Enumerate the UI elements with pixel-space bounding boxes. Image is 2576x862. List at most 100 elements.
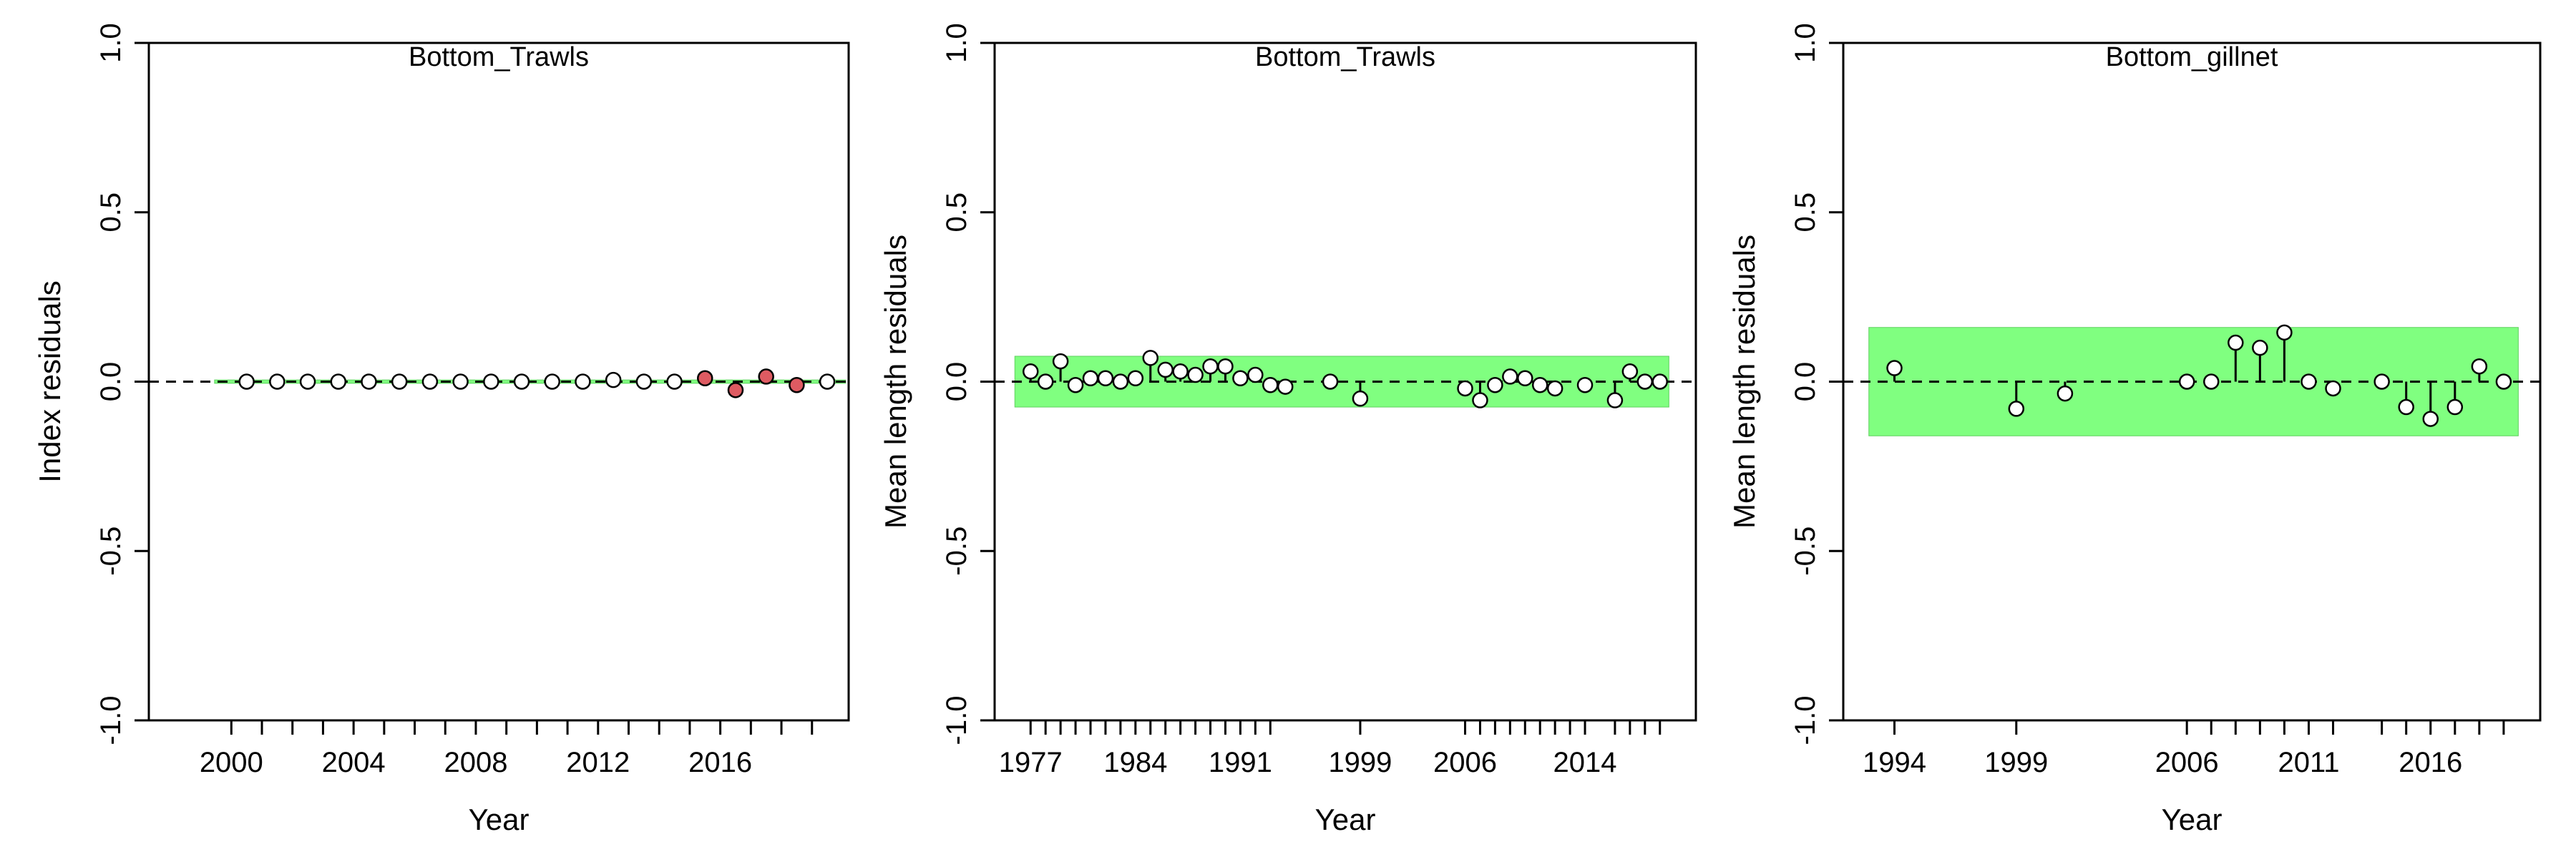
residual-point <box>1606 392 1624 408</box>
residual-point <box>513 373 530 390</box>
residual-point <box>361 373 377 390</box>
panel-title: Bottom_gillnet <box>2106 42 2278 72</box>
x-tick-label: 1977 <box>999 747 1063 778</box>
residual-point <box>330 373 347 390</box>
y-tick-label: 1.0 <box>1790 23 1821 63</box>
residual-point <box>666 373 683 390</box>
x-tick-label: 1994 <box>1863 747 1926 778</box>
residual-point <box>1621 363 1639 380</box>
x-axis-label: Year <box>469 803 530 836</box>
residual-point <box>1472 392 1488 408</box>
panel-title: Bottom_Trawls <box>409 42 589 72</box>
residual-point <box>1322 373 1339 390</box>
residual-point-outlier <box>697 370 713 387</box>
residual-point <box>1217 358 1234 375</box>
x-tick-label: 1984 <box>1103 747 1167 778</box>
residual-point <box>1886 360 1903 376</box>
y-tick-label: 0.0 <box>95 362 127 402</box>
residual-point <box>1097 370 1114 387</box>
residual-point <box>1037 373 1054 390</box>
residual-point <box>1531 376 1548 393</box>
residual-point <box>575 373 591 390</box>
y-tick-label: 0.5 <box>941 192 972 232</box>
y-tick-label: 0.0 <box>941 362 972 402</box>
residual-point <box>2252 339 2268 356</box>
residual-point <box>2446 398 2464 416</box>
residual-panel-1: -1.0 -0.5 0.0 0.5 1.0 2000 2004 2008 2012 2016 Bot… <box>33 23 850 836</box>
residual-point-outlier <box>758 368 774 385</box>
residual-point <box>483 373 499 390</box>
residual-point <box>391 373 408 390</box>
residual-point <box>1232 370 1249 387</box>
residual-point <box>1262 376 1279 393</box>
residual-point <box>1202 358 1219 375</box>
residual-point <box>1457 380 1473 397</box>
y-tick-label: 0.0 <box>1790 362 1821 402</box>
panel-title: Bottom_Trawls <box>1255 42 1435 72</box>
residual-panel-3: -1.0 -0.5 0.0 0.5 1.0 1994 1999 2006 2011 2016 Bot… <box>1727 23 2542 836</box>
residual-point <box>2471 358 2488 375</box>
y-tick-label: -1.0 <box>95 696 127 745</box>
residual-point <box>2325 380 2341 397</box>
residual-point <box>1487 376 1503 393</box>
y-tick-label: 1.0 <box>95 23 127 63</box>
residual-point <box>1277 378 1294 395</box>
y-tick-label: 1.0 <box>941 23 972 63</box>
residual-point <box>1636 373 1654 390</box>
residual-point <box>1067 376 1084 393</box>
residual-point <box>1517 370 1533 387</box>
y-tick-label: -1.0 <box>941 696 972 745</box>
residual-point <box>1652 373 1668 390</box>
y-axis-label: Index residuals <box>33 280 67 483</box>
residual-point <box>635 373 653 390</box>
residual-point <box>1546 380 1563 397</box>
residual-panel-2: -1.0 -0.5 0.0 0.5 1.0 1977 1984 1991 1999 2006 201… <box>879 23 1697 836</box>
x-tick-label: 2014 <box>1553 747 1617 778</box>
x-tick-label: 2012 <box>566 747 630 778</box>
y-tick-label: 0.5 <box>95 192 127 232</box>
residual-point <box>1502 368 1518 385</box>
x-axis-label: Year <box>2162 803 2223 836</box>
residual-point <box>269 373 286 390</box>
residual-point <box>819 373 836 390</box>
y-tick-label: -0.5 <box>95 526 127 576</box>
residual-point <box>2008 401 2025 417</box>
residual-point-outlier <box>727 382 744 398</box>
residual-point <box>2202 373 2220 390</box>
residual-point <box>1052 353 1069 370</box>
x-tick-label: 1999 <box>1984 747 2048 778</box>
residual-point <box>1112 373 1129 390</box>
residual-point <box>1142 350 1159 366</box>
residual-point <box>2373 373 2390 390</box>
residual-point <box>1023 363 1039 380</box>
residual-point <box>1247 366 1264 383</box>
residual-point <box>2228 334 2244 351</box>
y-axis-label: Mean length residuals <box>879 235 912 529</box>
residual-point <box>2422 411 2439 427</box>
residual-point <box>2301 373 2317 390</box>
residual-point <box>544 373 560 390</box>
x-tick-label: 2006 <box>1433 747 1497 778</box>
residual-point <box>2495 373 2512 390</box>
residual-point <box>2178 373 2195 390</box>
x-tick-label: 2016 <box>688 747 752 778</box>
y-tick-label: -0.5 <box>941 526 972 576</box>
residual-point <box>1352 390 1369 407</box>
x-tick-label: 2008 <box>444 747 507 778</box>
x-tick-label: 1991 <box>1209 747 1272 778</box>
x-tick-label: 2000 <box>200 747 263 778</box>
y-tick-label: -1.0 <box>1790 696 1821 745</box>
residual-point <box>1187 366 1204 383</box>
residual-point <box>1576 376 1594 393</box>
x-axis-label: Year <box>1315 803 1376 836</box>
residual-point <box>1127 370 1144 387</box>
x-tick-label: 2011 <box>2278 747 2339 778</box>
residual-point <box>2057 385 2074 402</box>
x-tick-label: 2016 <box>2399 747 2462 778</box>
y-tick-label: -0.5 <box>1790 526 1821 576</box>
residual-point <box>1172 363 1189 380</box>
residual-point <box>421 373 439 390</box>
x-tick-label: 2004 <box>322 747 386 778</box>
